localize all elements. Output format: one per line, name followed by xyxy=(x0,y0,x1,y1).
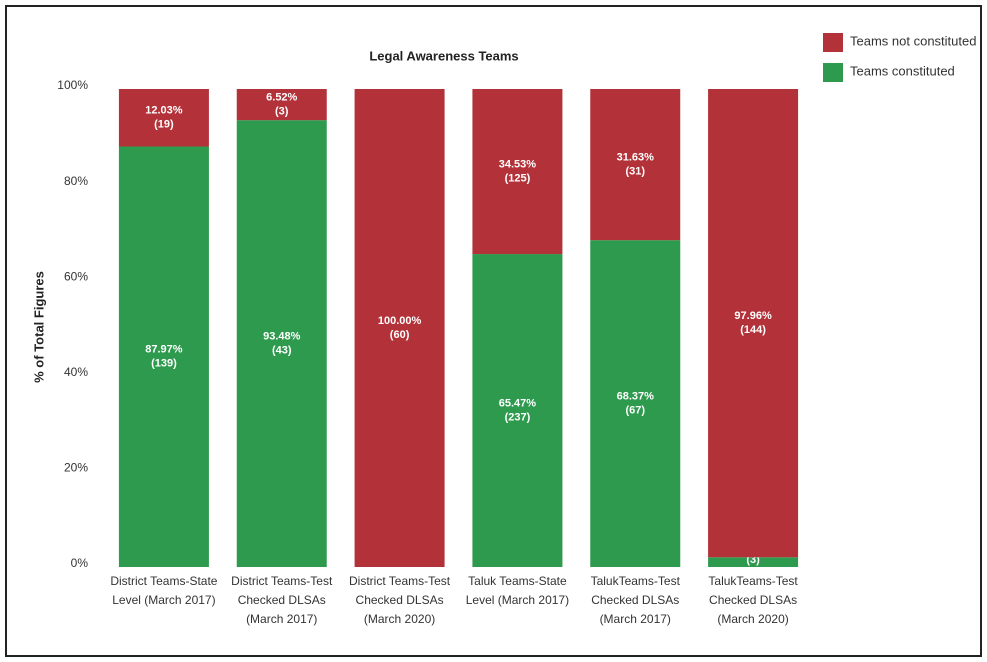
bar-segment xyxy=(236,89,327,121)
x-tick-label: (March 2020) xyxy=(717,612,788,626)
bar-segment xyxy=(236,120,327,568)
legend-swatch xyxy=(823,33,843,52)
data-label: 34.53% xyxy=(499,158,537,170)
count-label: (60) xyxy=(390,329,410,341)
x-tick-label: (March 2017) xyxy=(246,612,317,626)
count-label: (237) xyxy=(505,411,531,423)
x-tick-label: Level (March 2017) xyxy=(466,593,569,607)
x-tick-label: Taluk Teams-State xyxy=(468,574,567,588)
legend-swatch xyxy=(823,63,843,82)
data-label: 68.37% xyxy=(617,391,655,403)
frame xyxy=(5,5,982,657)
y-tick-label: 80% xyxy=(64,174,88,188)
y-tick-label: 20% xyxy=(64,461,88,475)
x-tick-label: TalukTeams-Test xyxy=(708,574,798,588)
bar-segment xyxy=(590,240,681,567)
x-tick-label: Checked DLSAs xyxy=(709,593,797,607)
count-label: (125) xyxy=(505,172,531,184)
x-tick-label: TalukTeams-Test xyxy=(591,574,681,588)
x-tick-label: District Teams-Test xyxy=(349,574,451,588)
count-label: (19) xyxy=(154,119,174,131)
y-tick-label: 100% xyxy=(57,78,88,92)
bar-segment xyxy=(708,557,799,567)
count-label: (67) xyxy=(625,405,645,417)
bar-segment xyxy=(354,89,445,567)
x-tick-label: Checked DLSAs xyxy=(356,593,444,607)
y-tick-label: 0% xyxy=(71,556,89,570)
data-label: 31.63% xyxy=(617,152,655,164)
data-label: 93.48% xyxy=(263,330,301,342)
count-label: (139) xyxy=(151,358,177,370)
data-label: 6.52% xyxy=(266,91,297,103)
bar-segment xyxy=(590,89,681,241)
x-tick-label: (March 2020) xyxy=(364,612,435,626)
data-label: 87.97% xyxy=(145,344,183,356)
x-tick-label: Checked DLSAs xyxy=(591,593,679,607)
bar-segment xyxy=(472,89,563,255)
data-label: 100.00% xyxy=(378,315,422,327)
x-tick-label: District Teams-Test xyxy=(231,574,333,588)
x-tick-label: Checked DLSAs xyxy=(238,593,326,607)
legend-label: Teams not constituted xyxy=(850,33,976,48)
x-tick-label: (March 2017) xyxy=(600,612,671,626)
bar-segment xyxy=(708,89,799,558)
count-label: (3) xyxy=(275,105,289,117)
x-tick-label: Level (March 2017) xyxy=(112,593,215,607)
bar-segment xyxy=(118,89,209,147)
y-tick-label: 60% xyxy=(64,269,88,283)
legend-label: Teams constituted xyxy=(850,63,955,78)
data-label: 97.96% xyxy=(734,310,772,322)
y-axis-label: % of Total Figures xyxy=(31,271,46,383)
y-tick-label: 40% xyxy=(64,365,88,379)
chart-title: Legal Awareness Teams xyxy=(369,48,518,63)
data-label: 65.47% xyxy=(499,397,537,409)
x-tick-label: District Teams-State xyxy=(110,574,217,588)
data-label: 12.03% xyxy=(145,105,183,117)
count-label: (31) xyxy=(625,166,645,178)
count-label: (43) xyxy=(272,344,292,356)
count-label: (144) xyxy=(740,324,766,336)
bar-segment xyxy=(472,254,563,567)
bar-segment xyxy=(118,146,209,567)
